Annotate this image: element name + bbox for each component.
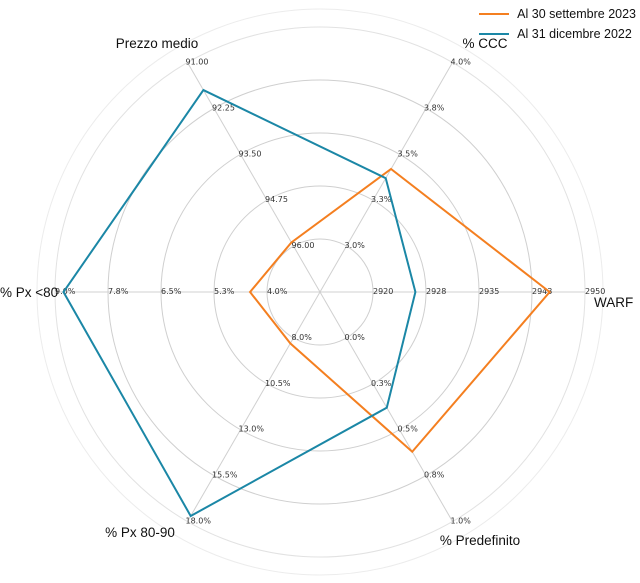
tick-label: 3.3% [371, 195, 392, 204]
tick-label: 13.0% [239, 425, 265, 434]
axis-label--px-80-90: % Px 80-90 [105, 525, 175, 540]
tick-label: 0.8% [424, 471, 445, 480]
tick-label: 0.3% [371, 379, 392, 388]
axis-label-prezzo-medio: Prezzo medio [116, 36, 199, 51]
tick-label: 0.5% [398, 425, 419, 434]
tick-label: 91.00 [186, 58, 209, 67]
tick-label: 94.75 [265, 195, 288, 204]
tick-label: 0.0% [345, 333, 366, 342]
tick-label: 96.00 [292, 241, 315, 250]
tick-label: 8.0% [292, 333, 313, 342]
axis-label--px-80: % Px <80 [0, 285, 58, 300]
legend: Al 30 settembre 2023 Al 31 dicembre 2022 [479, 4, 636, 44]
tick-label: 92.25 [212, 103, 235, 112]
tick-label: 2928 [426, 287, 446, 296]
axis-label--predefinito: % Predefinito [440, 533, 520, 548]
tick-label: 3.0% [345, 241, 366, 250]
legend-swatch-orange [479, 13, 510, 15]
outer-frame-circle [36, 8, 604, 576]
axis-spoke [187, 62, 321, 293]
tick-label: 1.0% [451, 516, 472, 525]
tick-label: 18.0% [186, 516, 212, 525]
tick-label: 2935 [479, 287, 499, 296]
tick-label: 93.50 [239, 149, 262, 158]
axis-spoke [187, 291, 321, 522]
tick-label: 7.8% [108, 287, 129, 296]
legend-label: Al 31 dicembre 2022 [517, 27, 632, 41]
legend-item-sep-2023: Al 30 settembre 2023 [479, 4, 636, 24]
tick-label: 2920 [373, 287, 393, 296]
series-line-0 [248, 167, 552, 454]
tick-label: 2950 [585, 287, 605, 296]
tick-label: 10.5% [265, 379, 291, 388]
tick-label: 3.8% [424, 103, 445, 112]
legend-label: Al 30 settembre 2023 [517, 7, 636, 21]
legend-item-dec-2022: Al 31 dicembre 2022 [479, 24, 636, 44]
tick-label: 5.3% [214, 287, 235, 296]
legend-swatch-blue [479, 33, 510, 35]
axis-spoke [319, 62, 453, 293]
tick-label: 9.0% [55, 287, 76, 296]
tick-label: 2943 [532, 287, 552, 296]
axis-label--ccc: % CCC [462, 36, 507, 51]
axis-label-warf: WARF [594, 295, 633, 310]
tick-label: 15.5% [212, 471, 238, 480]
tick-label: 3.5% [398, 149, 419, 158]
tick-label: 6.5% [161, 287, 182, 296]
tick-label: 4.0% [451, 58, 472, 67]
tick-label: 4.0% [267, 287, 288, 296]
